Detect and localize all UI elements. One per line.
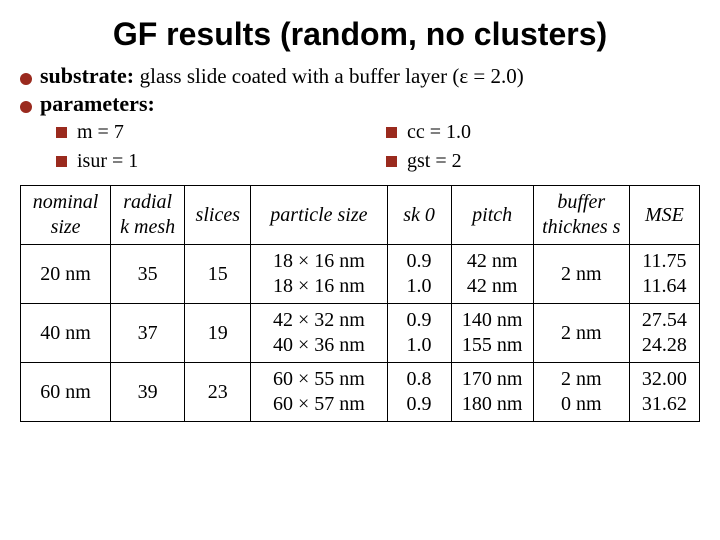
cell-k: 35: [111, 245, 185, 304]
table-row: 40 nm 37 19 42 × 32 nm40 × 36 nm 0.91.0 …: [21, 304, 700, 363]
cell-psize: 60 × 55 nm60 × 57 nm: [251, 363, 387, 422]
bullet-substrate: substrate: glass slide coated with a buf…: [20, 63, 700, 89]
disc-icon: [20, 73, 32, 85]
param-m: m = 7: [56, 121, 336, 144]
cell-nominal: 20 nm: [21, 245, 111, 304]
parameter-columns: m = 7 isur = 1 cc = 1.0 gst = 2: [56, 121, 700, 173]
cell-pitch: 42 nm42 nm: [451, 245, 533, 304]
cell-mse: 11.7511.64: [629, 245, 699, 304]
table-header-row: nominal size radial k mesh slices partic…: [21, 186, 700, 245]
substrate-text: glass slide coated with a buffer layer (…: [140, 64, 524, 88]
cell-k: 39: [111, 363, 185, 422]
param-isur: isur = 1: [56, 150, 336, 173]
cell-psize: 42 × 32 nm40 × 36 nm: [251, 304, 387, 363]
cell-pitch: 170 nm180 nm: [451, 363, 533, 422]
cell-buffer: 2 nm: [533, 304, 629, 363]
cell-mse: 32.0031.62: [629, 363, 699, 422]
cell-buffer: 2 nm0 nm: [533, 363, 629, 422]
results-table: nominal size radial k mesh slices partic…: [20, 185, 700, 422]
table-row: 60 nm 39 23 60 × 55 nm60 × 57 nm 0.80.9 …: [21, 363, 700, 422]
cell-k: 37: [111, 304, 185, 363]
bullet-list: substrate: glass slide coated with a buf…: [20, 63, 700, 173]
parameters-label: parameters:: [40, 91, 155, 117]
cell-sk0: 0.80.9: [387, 363, 451, 422]
square-icon: [386, 127, 397, 138]
bullet-parameters: parameters:: [20, 91, 700, 117]
th-pitch: pitch: [451, 186, 533, 245]
th-mse: MSE: [629, 186, 699, 245]
param-cc: cc = 1.0: [386, 121, 471, 144]
th-k: radial k mesh: [111, 186, 185, 245]
th-nominal: nominal size: [21, 186, 111, 245]
cell-slices: 23: [185, 363, 251, 422]
substrate-label: substrate:: [40, 63, 134, 88]
cell-nominal: 60 nm: [21, 363, 111, 422]
param-gst-text: gst = 2: [407, 150, 462, 173]
slide-title: GF results (random, no clusters): [20, 16, 700, 53]
th-slices: slices: [185, 186, 251, 245]
cell-pitch: 140 nm155 nm: [451, 304, 533, 363]
square-icon: [56, 156, 67, 167]
th-sk0: sk 0: [387, 186, 451, 245]
cell-mse: 27.5424.28: [629, 304, 699, 363]
cell-psize: 18 × 16 nm18 × 16 nm: [251, 245, 387, 304]
cell-buffer: 2 nm: [533, 245, 629, 304]
cell-sk0: 0.91.0: [387, 245, 451, 304]
table-row: 20 nm 35 15 18 × 16 nm18 × 16 nm 0.91.0 …: [21, 245, 700, 304]
cell-slices: 19: [185, 304, 251, 363]
param-m-text: m = 7: [77, 121, 124, 144]
th-buffer: buffer thicknes s: [533, 186, 629, 245]
disc-icon: [20, 101, 32, 113]
param-gst: gst = 2: [386, 150, 471, 173]
th-psize: particle size: [251, 186, 387, 245]
param-cc-text: cc = 1.0: [407, 121, 471, 144]
param-isur-text: isur = 1: [77, 150, 138, 173]
cell-nominal: 40 nm: [21, 304, 111, 363]
square-icon: [386, 156, 397, 167]
cell-sk0: 0.91.0: [387, 304, 451, 363]
square-icon: [56, 127, 67, 138]
cell-slices: 15: [185, 245, 251, 304]
